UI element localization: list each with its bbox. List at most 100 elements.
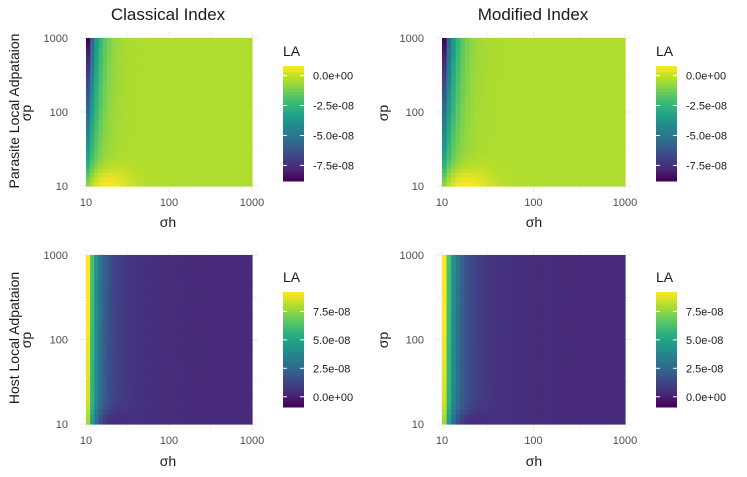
heatmap-cell	[98, 68, 104, 74]
heatmap-cell	[547, 64, 553, 70]
heatmap-cell	[515, 59, 521, 65]
heatmap-cell	[169, 168, 174, 174]
heatmap-cell	[202, 404, 207, 410]
heatmap-cell	[135, 133, 141, 139]
heatmap-cell	[119, 46, 124, 52]
heatmap-cell	[496, 414, 503, 420]
heatmap-cell	[198, 419, 203, 425]
legend-color-step	[283, 338, 304, 342]
heatmap-cell	[239, 81, 245, 87]
heatmap-cell	[135, 304, 141, 311]
heatmap-cell	[588, 59, 594, 65]
heatmap-cell	[189, 269, 195, 276]
heatmap-cell	[455, 68, 461, 74]
heatmap-cell	[198, 155, 203, 161]
heatmap-cell	[579, 38, 585, 43]
heatmap-cell	[235, 77, 241, 83]
heatmap-cell	[135, 138, 141, 144]
heatmap-cell	[160, 374, 166, 380]
heatmap-cell	[227, 349, 232, 356]
heatmap-cell	[185, 138, 191, 144]
heatmap-cell	[496, 129, 503, 135]
heatmap-cell	[510, 374, 516, 380]
heatmap-cell	[119, 334, 124, 341]
heatmap-cell	[189, 68, 195, 74]
heatmap-cell	[570, 168, 576, 174]
heatmap-cell	[469, 151, 475, 157]
heatmap-cell	[231, 389, 236, 395]
heatmap-cell	[460, 125, 466, 131]
heatmap-cell	[247, 155, 253, 161]
heatmap-cell	[214, 129, 220, 135]
heatmap-cell	[565, 164, 571, 170]
heatmap-cell	[106, 120, 112, 126]
heatmap-cell	[515, 354, 521, 360]
heatmap-cell	[506, 64, 512, 70]
heatmap-cell	[556, 151, 562, 157]
heatmap-cell	[506, 120, 512, 126]
heatmap-cell	[496, 304, 503, 311]
heatmap-cell	[524, 133, 530, 139]
heatmap-cell	[538, 103, 544, 109]
heatmap-cell	[86, 116, 91, 122]
heatmap-cell	[239, 129, 245, 135]
heatmap-cell	[492, 269, 498, 276]
heatmap-cell	[519, 364, 525, 370]
heatmap-cell	[164, 90, 170, 96]
heatmap-cell	[131, 38, 137, 43]
heatmap-cell	[131, 404, 137, 410]
heatmap-cell	[231, 255, 236, 261]
heatmap-cell	[86, 339, 91, 346]
heatmap-cell	[115, 72, 120, 78]
heatmap-cell	[189, 64, 195, 70]
heatmap-cell	[492, 394, 498, 400]
heatmap-cell	[135, 120, 141, 126]
heatmap-cell	[583, 159, 589, 165]
heatmap-cell	[243, 112, 249, 117]
heatmap-cell	[474, 384, 480, 390]
heatmap-cell	[156, 90, 162, 96]
heatmap-cell	[90, 107, 95, 113]
heatmap-cell	[588, 72, 594, 78]
heatmap-cell	[442, 68, 448, 74]
heatmap-cell	[218, 269, 224, 276]
heatmap-cell	[90, 177, 95, 183]
heatmap-cell	[218, 38, 224, 43]
heatmap-cell	[227, 334, 232, 341]
heatmap-cell	[592, 68, 599, 74]
heatmap-cell	[173, 314, 178, 321]
heatmap-cell	[455, 259, 461, 266]
heatmap-cell	[173, 279, 178, 286]
heatmap-cell	[98, 151, 104, 157]
heatmap-cell	[206, 107, 212, 113]
heatmap-cell	[115, 414, 120, 420]
heatmap-cell	[510, 164, 516, 170]
heatmap-cell	[227, 394, 232, 400]
heatmap-cell	[106, 133, 112, 139]
heatmap-cell	[156, 334, 162, 341]
heatmap-cell	[239, 329, 245, 336]
heatmap-cell	[235, 314, 241, 321]
heatmap-cell	[442, 369, 448, 375]
heatmap-cell	[214, 354, 220, 360]
heatmap-cell	[115, 68, 120, 74]
heatmap-cell	[148, 129, 153, 135]
heatmap-cell	[123, 384, 129, 390]
heatmap-cell	[135, 384, 141, 390]
heatmap-cell	[469, 259, 475, 266]
heatmap-cell	[86, 389, 91, 395]
heatmap-cell	[602, 116, 608, 122]
heatmap-cell	[592, 98, 599, 104]
heatmap-cell	[119, 329, 124, 336]
heatmap-cell	[148, 384, 153, 390]
heatmap-cell	[615, 107, 622, 113]
heatmap-cell	[478, 255, 484, 261]
heatmap-cell	[115, 42, 120, 48]
heatmap-cell	[483, 81, 489, 87]
heatmap-cell	[119, 129, 124, 135]
heatmap-cell	[528, 155, 535, 161]
heatmap-cell	[139, 103, 145, 109]
heatmap-cell	[115, 120, 120, 126]
heatmap-cell	[185, 125, 191, 131]
heatmap-cell	[583, 177, 589, 183]
